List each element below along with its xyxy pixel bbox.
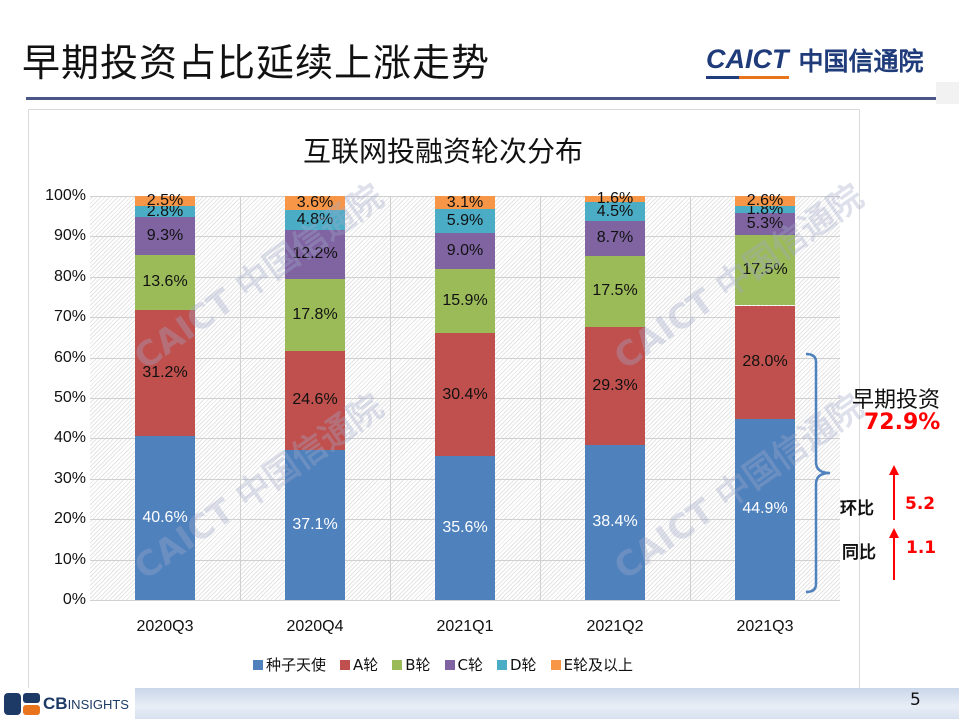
cb-text-rest: INSIGHTS [67, 696, 129, 712]
vertical-gridline [540, 196, 541, 600]
slide-title: 早期投资占比延续上涨走势 [22, 41, 491, 85]
bar-segment: 4.8% [285, 210, 345, 230]
cb-text-bold: CB [43, 693, 68, 713]
legend-swatch [444, 659, 455, 670]
legend-item: A轮 [339, 654, 379, 675]
legend-swatch [252, 659, 263, 670]
legend-swatch [392, 659, 403, 670]
caict-logo: CAICT 中国信通院 [706, 42, 924, 79]
legend-label: D轮 [510, 656, 537, 674]
title-divider [26, 97, 936, 100]
bar-segment: 17.5% [735, 234, 795, 306]
y-tick-label: 100% [45, 187, 86, 204]
qoq-label: 环比 [840, 499, 874, 519]
y-tick-label: 30% [53, 469, 86, 487]
vertical-gridline [690, 196, 691, 600]
legend-item: C轮 [444, 654, 483, 675]
chart-title: 互联网投融资轮次分布 [302, 135, 583, 168]
y-tick-label: 70% [53, 308, 86, 326]
y-tick-label: 60% [53, 348, 86, 366]
cb-insights-logo: CBINSIGHTS [0, 688, 135, 719]
arrow-up-icon [889, 465, 899, 520]
bar-segment: 13.6% [135, 255, 195, 310]
stacked-bar-2020Q3: 40.6% 31.2% 13.6% 9.3% 2.8% 2.5% [135, 192, 195, 600]
legend-label: 种子天使 [265, 656, 326, 674]
footer-bar [0, 688, 959, 719]
bar-segment: 8.7% [585, 220, 645, 256]
x-tick-label: 2020Q3 [136, 618, 194, 635]
vertical-gridline [240, 196, 241, 600]
bar-segment: 4.5% [585, 202, 645, 221]
legend-item: 种子天使 [252, 654, 326, 675]
x-tick-label: 2020Q4 [286, 618, 344, 635]
bar-segment: 30.4% [435, 333, 495, 457]
bar-segment: 5.3% [735, 213, 795, 235]
yoy-label: 同比 [842, 543, 876, 563]
y-tick-label: 10% [53, 550, 86, 568]
yoy-value: 1.1 [906, 538, 937, 558]
bar-segment: 5.9% [435, 208, 495, 233]
bar-segment: 1.6% [585, 190, 645, 207]
bar-segment: 12.2% [285, 229, 345, 279]
logo-en: CAICT [706, 44, 789, 79]
vertical-gridline [390, 196, 391, 600]
bar-segment: 3.1% [435, 194, 495, 211]
gridline [90, 600, 840, 601]
bar-segment: 15.9% [435, 269, 495, 334]
early-investment-label: 早期投资 [852, 388, 941, 413]
chart-legend: 种子天使 A轮 B轮 C轮 D轮 E轮及以上 [0, 654, 886, 675]
bar-segment: 9.3% [135, 217, 195, 255]
bar-segment: 3.6% [285, 194, 345, 211]
bar-segment: 2.6% [735, 192, 795, 209]
logo-cn: 中国信通院 [798, 47, 924, 76]
y-tick-label: 0% [62, 591, 86, 608]
bar-segment: 35.6% [435, 456, 495, 600]
bar-segment: 31.2% [135, 309, 195, 436]
legend-swatch [550, 659, 561, 670]
bar-segment: 40.6% [135, 435, 195, 600]
decorative-corner [936, 82, 959, 104]
y-tick-label: 90% [53, 227, 86, 245]
legend-label: E轮及以上 [563, 656, 634, 674]
qoq-value: 5.2 [905, 494, 936, 514]
legend-item: E轮及以上 [550, 654, 634, 675]
x-tick-label: 2021Q1 [436, 618, 494, 635]
bar-segment: 17.5% [585, 255, 645, 327]
legend-item: B轮 [392, 654, 431, 675]
page-number: 5 [910, 690, 921, 710]
bar-segment: 28.0% [735, 305, 795, 419]
stacked-bar-2020Q4: 37.1% 24.6% 17.8% 12.2% 4.8% 3.6% [285, 194, 345, 600]
plot-area: 40.6% 31.2% 13.6% 9.3% 2.8% 2.5% 37.1% 24.6% 17.… [90, 190, 840, 601]
bar-segment: 37.1% [285, 450, 345, 600]
bar-segment: 2.8% [135, 203, 195, 220]
early-investment-value: 72.9% [864, 410, 941, 435]
cb-insights-icon [4, 692, 40, 715]
stacked-bar-2021Q2: 38.4% 29.3% 17.5% 8.7% 4.5% 1.6% [585, 190, 645, 600]
legend-label: C轮 [457, 656, 483, 674]
x-tick-label: 2021Q3 [736, 618, 794, 635]
y-tick-label: 40% [53, 429, 86, 447]
bar-segment: 2.5% [135, 192, 195, 209]
stacked-bar-2021Q1: 35.6% 30.4% 15.9% 9.0% 5.9% 3.1% [435, 194, 495, 600]
legend-swatch [497, 659, 507, 670]
bar-segment: 17.8% [285, 278, 345, 351]
bar-segment: 29.3% [585, 326, 645, 445]
x-tick-label: 2021Q2 [586, 618, 644, 635]
arrow-up-icon [889, 528, 899, 580]
bar-segment: 24.6% [285, 350, 345, 451]
legend-swatch [339, 659, 350, 670]
legend-item: D轮 [497, 654, 537, 675]
brace-icon [805, 352, 831, 594]
stacked-bar-2021Q3: 44.9% 28.0% 17.5% 5.3% 1.8% 2.6% [735, 192, 795, 600]
legend-label: A轮 [352, 656, 379, 674]
y-tick-label: 50% [53, 389, 86, 406]
legend-label: B轮 [405, 656, 431, 674]
bar-segment: 38.4% [585, 444, 645, 600]
y-tick-label: 80% [53, 267, 86, 285]
bar-segment: 9.0% [435, 232, 495, 270]
y-tick-label: 20% [53, 510, 86, 528]
bar-segment: 44.9% [735, 418, 795, 600]
